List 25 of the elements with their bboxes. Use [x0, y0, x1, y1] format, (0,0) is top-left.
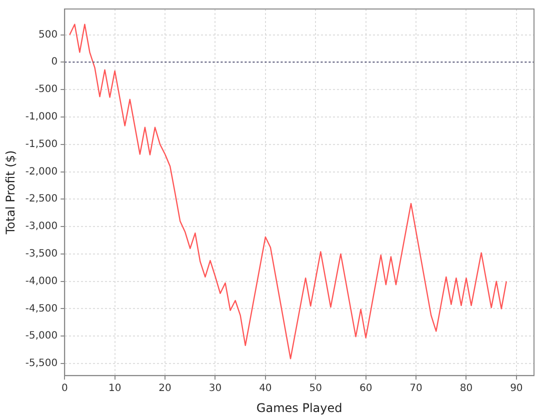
- y-tick-label: 500: [38, 29, 58, 40]
- x-tick-label: 10: [108, 383, 122, 394]
- y-tick-label: -3,000: [25, 221, 58, 232]
- x-tick-label: 80: [460, 383, 473, 394]
- y-tick-label: -1,500: [25, 138, 58, 150]
- x-tick-label: 60: [359, 383, 372, 394]
- y-axis-title: Total Profit ($): [3, 150, 18, 236]
- x-tick-label: 40: [259, 383, 272, 394]
- x-tick-label: 50: [309, 383, 322, 394]
- y-tick-label: -1,000: [25, 112, 58, 123]
- y-tick-label: -500: [34, 84, 58, 96]
- x-axis-title: Games Played: [256, 400, 342, 415]
- x-tick-label: 70: [410, 383, 422, 394]
- y-tick-label: -5,500: [25, 358, 58, 370]
- y-tick-label: -2,000: [25, 166, 58, 178]
- x-tick-label: 20: [158, 383, 172, 394]
- x-tick-label: 90: [510, 383, 523, 394]
- x-tick-label: 30: [208, 383, 222, 394]
- y-tick-label: -2,500: [25, 194, 58, 205]
- y-tick-label: -3,500: [25, 248, 58, 260]
- y-tick-label: 0: [51, 56, 58, 68]
- y-tick-label: -4,500: [25, 303, 58, 314]
- x-tick-label: 0: [61, 383, 68, 394]
- y-tick-label: -5,000: [25, 330, 58, 342]
- y-tick-label: -4,000: [25, 276, 58, 287]
